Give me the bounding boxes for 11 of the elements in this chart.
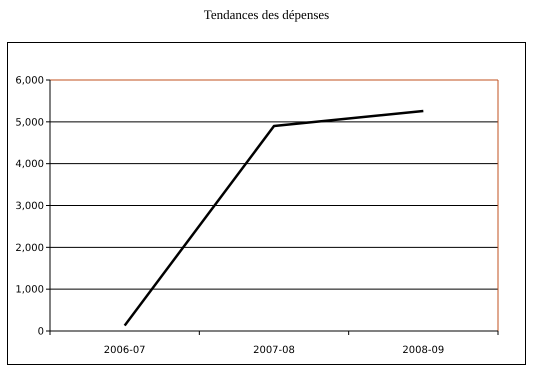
x-tick-label: 2008-09 (402, 345, 444, 356)
y-tick-label: 3,000 (15, 201, 44, 212)
y-tick-label: 2,000 (15, 242, 44, 254)
y-tick-label: 0 (38, 326, 44, 338)
x-tick-label: 2007-08 (253, 345, 295, 356)
y-tick-label: 5,000 (15, 117, 44, 128)
chart-title: Tendances des dépenses (204, 7, 330, 22)
x-tick-label: 2006-07 (104, 345, 146, 356)
y-tick-label: 4,000 (15, 159, 44, 170)
y-tick-label: 6,000 (15, 76, 44, 86)
y-tick-label: 1,000 (15, 284, 44, 296)
